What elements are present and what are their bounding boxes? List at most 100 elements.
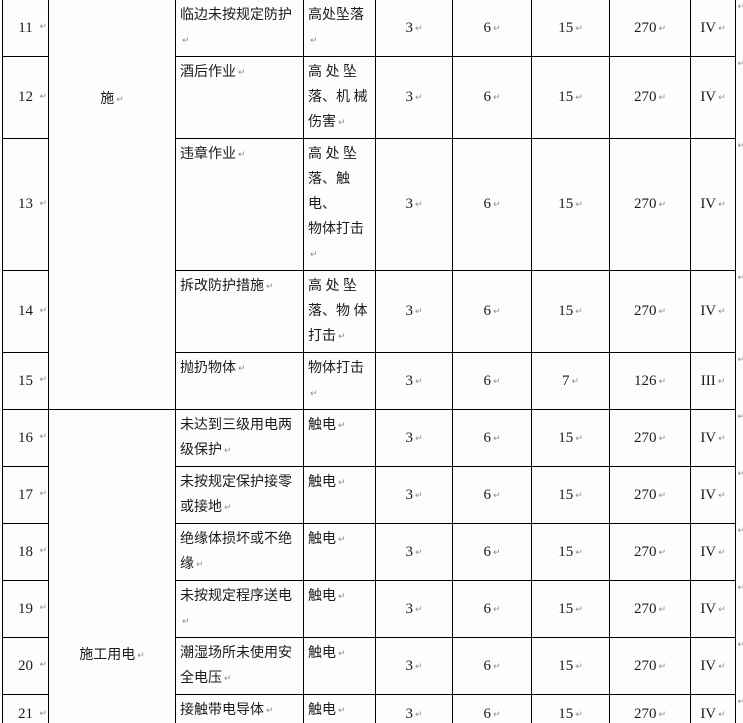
e-value-cell[interactable]: 6 ↵ bbox=[452, 270, 532, 353]
accident-type-cell[interactable]: 触电 ↵ bbox=[303, 409, 376, 467]
c-value-cell[interactable]: 15 ↵ bbox=[531, 637, 610, 695]
grade-cell[interactable]: IV ↵ ↵ bbox=[690, 637, 743, 695]
c-value-cell[interactable]: 15 ↵ bbox=[531, 409, 610, 467]
l-value-cell[interactable]: 3 ↵ bbox=[375, 523, 453, 581]
row-number-cell[interactable]: 13 ↵ bbox=[2, 138, 49, 271]
c-value-cell[interactable]: 15 ↵ bbox=[531, 580, 610, 638]
e-value: 6 bbox=[483, 543, 491, 560]
accident-type-cell[interactable]: 高 处 坠 落、触电、 物体打击 ↵ bbox=[303, 138, 376, 271]
l-value-cell[interactable]: 3 ↵ bbox=[375, 694, 453, 723]
l-value-cell[interactable]: 3 ↵ bbox=[375, 466, 453, 524]
accident-type-cell[interactable]: 高 处 坠 落、机 械 伤害 ↵ bbox=[303, 56, 376, 139]
paragraph-mark-icon: ↵ bbox=[492, 200, 501, 210]
grade-cell[interactable]: IV ↵ ↵ bbox=[690, 138, 743, 271]
e-value-cell[interactable]: 6 ↵ bbox=[452, 637, 532, 695]
e-value-cell[interactable]: 6 ↵ bbox=[452, 409, 532, 467]
row-number-cell[interactable]: 17 ↵ bbox=[2, 466, 49, 524]
e-value-cell[interactable]: 6 ↵ bbox=[452, 694, 532, 723]
hazard-cell[interactable]: 酒后作业 ↵ bbox=[175, 56, 304, 139]
grade-cell[interactable]: IV ↵ ↵ bbox=[690, 0, 743, 57]
row-number-cell[interactable]: 18 ↵ bbox=[2, 523, 49, 581]
grade-cell[interactable]: IV ↵ ↵ bbox=[690, 409, 743, 467]
row-number: 11 bbox=[18, 19, 33, 36]
category-cell[interactable]: 施 ↵ bbox=[48, 0, 176, 410]
e-value-cell[interactable]: 6 ↵ bbox=[452, 0, 532, 57]
cell-end-mark-icon: ↵ bbox=[39, 660, 47, 670]
grade-cell[interactable]: IV ↵ ↵ bbox=[690, 270, 743, 353]
c-value-cell[interactable]: 15 ↵ bbox=[531, 138, 610, 271]
e-value-cell[interactable]: 6 ↵ bbox=[452, 466, 532, 524]
hazard-cell[interactable]: 抛扔物体 ↵ bbox=[175, 352, 304, 410]
c-value-cell[interactable]: 15 ↵ bbox=[531, 466, 610, 524]
hazard-cell[interactable]: 潮湿场所未使用安 全电压 ↵ bbox=[175, 637, 304, 695]
c-value-cell[interactable]: 7 ↵ bbox=[531, 352, 610, 410]
d-value-cell[interactable]: 270 ↵ bbox=[609, 409, 691, 467]
hazard-cell[interactable]: 接触带电导体 ↵ bbox=[175, 694, 304, 723]
e-value-cell[interactable]: 6 ↵ bbox=[452, 580, 532, 638]
e-value-cell[interactable]: 6 ↵ bbox=[452, 352, 532, 410]
accident-text: 物体打击 bbox=[308, 361, 364, 376]
d-value-cell[interactable]: 270 ↵ bbox=[609, 580, 691, 638]
d-value: 270 bbox=[633, 600, 657, 617]
accident-type-cell[interactable]: 触电 ↵ bbox=[303, 580, 376, 638]
accident-type-cell[interactable]: 物体打击 ↵ bbox=[303, 352, 376, 410]
grade-cell[interactable]: IV ↵ ↵ bbox=[690, 466, 743, 524]
grade-cell[interactable]: IV ↵ ↵ bbox=[690, 694, 743, 723]
row-number-cell[interactable]: 15 ↵ bbox=[2, 352, 49, 410]
d-value-cell[interactable]: 126 ↵ bbox=[609, 352, 691, 410]
row-number-cell[interactable]: 16 ↵ bbox=[2, 409, 49, 467]
c-value-cell[interactable]: 15 ↵ bbox=[531, 0, 610, 57]
row-number-cell[interactable]: 11 ↵ bbox=[2, 0, 49, 57]
grade-cell[interactable]: IV ↵ ↵ bbox=[690, 523, 743, 581]
hazard-text: 绝缘体损坏或不绝 缘 bbox=[180, 532, 292, 572]
row-number-cell[interactable]: 12 ↵ bbox=[2, 56, 49, 139]
hazard-cell[interactable]: 违章作业 ↵ bbox=[175, 138, 304, 271]
d-value-cell[interactable]: 270 ↵ bbox=[609, 694, 691, 723]
row-number-cell[interactable]: 19 ↵ bbox=[2, 580, 49, 638]
c-value-cell[interactable]: 15 ↵ bbox=[531, 523, 610, 581]
hazard-cell[interactable]: 拆改防护措施 ↵ bbox=[175, 270, 304, 353]
d-value-cell[interactable]: 270 ↵ bbox=[609, 637, 691, 695]
hazard-cell[interactable]: 未达到三级用电两 级保护 ↵ bbox=[175, 409, 304, 467]
d-value-cell[interactable]: 270 ↵ bbox=[609, 56, 691, 139]
hazard-cell[interactable]: 临边未按规定防护 ↵ bbox=[175, 0, 304, 57]
l-value-cell[interactable]: 3 ↵ bbox=[375, 409, 453, 467]
row-number-cell[interactable]: 21 ↵ bbox=[2, 694, 49, 723]
e-value-cell[interactable]: 6 ↵ bbox=[452, 138, 532, 271]
e-value-cell[interactable]: 6 ↵ bbox=[452, 523, 532, 581]
d-value-cell[interactable]: 270 ↵ bbox=[609, 138, 691, 271]
accident-type-cell[interactable]: 触电 ↵ bbox=[303, 694, 376, 723]
row-number-cell[interactable]: 20 ↵ bbox=[2, 637, 49, 695]
l-value-cell[interactable]: 3 ↵ bbox=[375, 56, 453, 139]
paragraph-mark-icon: ↵ bbox=[718, 93, 726, 103]
l-value-cell[interactable]: 3 ↵ bbox=[375, 580, 453, 638]
l-value-cell[interactable]: 3 ↵ bbox=[375, 138, 453, 271]
accident-type-cell[interactable]: 触电 ↵ bbox=[303, 637, 376, 695]
paragraph-mark-icon: ↵ bbox=[575, 710, 583, 720]
grade-cell[interactable]: III ↵ ↵ bbox=[690, 352, 743, 410]
c-value-cell[interactable]: 15 ↵ bbox=[531, 270, 610, 353]
grade-cell[interactable]: IV ↵ ↵ bbox=[690, 580, 743, 638]
accident-type-cell[interactable]: 高处坠落 ↵ bbox=[303, 0, 376, 57]
d-value-cell[interactable]: 270 ↵ bbox=[609, 270, 691, 353]
table-row: 21 ↵ 接触带电导体 ↵ 触电 ↵ 3 ↵ 6 ↵ 15 ↵ 270 ↵ IV ↵ ↵ bbox=[2, 694, 743, 723]
c-value-cell[interactable]: 15 ↵ bbox=[531, 56, 610, 139]
l-value-cell[interactable]: 3 ↵ bbox=[375, 0, 453, 57]
l-value-cell[interactable]: 3 ↵ bbox=[375, 352, 453, 410]
hazard-cell[interactable]: 未按规定程序送电 ↵ bbox=[175, 580, 304, 638]
l-value-cell[interactable]: 3 ↵ bbox=[375, 270, 453, 353]
d-value-cell[interactable]: 270 ↵ bbox=[609, 0, 691, 57]
accident-type-cell[interactable]: 触电 ↵ bbox=[303, 523, 376, 581]
row-number-cell[interactable]: 14 ↵ bbox=[2, 270, 49, 353]
accident-type-cell[interactable]: 触电 ↵ bbox=[303, 466, 376, 524]
category-cell[interactable]: 施工用电 ↵ bbox=[48, 409, 176, 723]
d-value-cell[interactable]: 270 ↵ bbox=[609, 523, 691, 581]
c-value-cell[interactable]: 15 ↵ bbox=[531, 694, 610, 723]
hazard-cell[interactable]: 绝缘体损坏或不绝 缘 ↵ bbox=[175, 523, 304, 581]
d-value-cell[interactable]: 270 ↵ bbox=[609, 466, 691, 524]
grade-cell[interactable]: IV ↵ ↵ bbox=[690, 56, 743, 139]
e-value-cell[interactable]: 6 ↵ bbox=[452, 56, 532, 139]
accident-type-cell[interactable]: 高 处 坠 落、物 体 打击 ↵ bbox=[303, 270, 376, 353]
hazard-cell[interactable]: 未按规定保护接零 或接地 ↵ bbox=[175, 466, 304, 524]
l-value-cell[interactable]: 3 ↵ bbox=[375, 637, 453, 695]
